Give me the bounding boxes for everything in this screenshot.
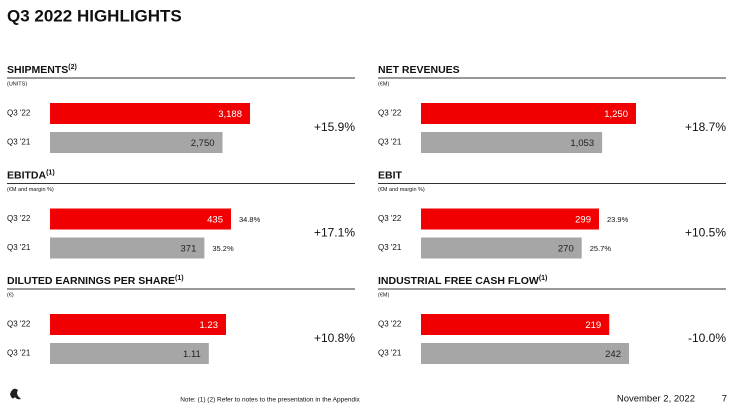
chart-title: DILUTED EARNINGS PER SHARE(1) [7,275,184,287]
value-label: 299 [575,215,591,226]
chart-title: INDUSTRIAL FREE CASH FLOW(1) [378,275,547,287]
value-label: 2,750 [191,138,215,149]
category-label: Q3 '21 [378,138,402,147]
value-label: 1.11 [183,349,201,360]
value-label: 219 [585,320,601,331]
category-label: Q3 '22 [378,109,402,118]
logo [10,388,21,400]
unit-label: (€M and margin %) [7,187,54,193]
title-text: DILUTED EARNINGS PER SHARE [7,275,175,287]
title-note: (2) [68,64,77,71]
margin-label: 34.8% [239,215,261,224]
category-label: Q3 '22 [7,109,31,118]
value-label: 435 [207,215,223,226]
value-label: 3,188 [218,109,242,120]
title-text: INDUSTRIAL FREE CASH FLOW [378,275,539,287]
value-label: 1.23 [200,320,219,331]
category-label: Q3 '21 [7,349,31,358]
category-label: Q3 '21 [7,138,31,147]
bar [421,314,610,335]
category-label: Q3 '21 [378,349,402,358]
bar [50,237,205,259]
title-text: EBITDA [7,169,47,181]
bar [50,103,250,124]
title-text: SHIPMENTS [7,64,68,76]
value-label: 371 [181,244,197,255]
bar [50,343,209,364]
margin-label: 23.9% [607,215,629,224]
unit-label: (€) [7,292,14,298]
category-label: Q3 '22 [7,214,31,223]
bar [50,132,223,153]
category-label: Q3 '22 [7,320,31,329]
change-label: +10.5% [685,226,726,240]
bar [421,208,599,230]
value-label: 242 [605,349,621,360]
chart-title: EBITDA(1) [7,169,55,181]
category-label: Q3 '22 [378,214,402,223]
title-note: (1) [175,275,184,282]
page-number: 7 [722,394,727,405]
category-label: Q3 '21 [378,243,402,252]
title-note: (1) [46,169,55,176]
chart-title: SHIPMENTS(2) [7,64,77,76]
change-label: +10.8% [314,331,355,345]
title-text: EBIT [378,169,403,181]
chart-title: EBIT [378,169,403,181]
unit-label: (UNITS) [7,81,27,87]
value-label: 270 [558,244,574,255]
bar [50,208,231,230]
value-label: 1,053 [570,138,594,149]
title-note: (1) [539,275,548,282]
title-text: NET REVENUES [378,64,460,76]
unit-label: (€M) [378,292,389,298]
slide-title: Q3 2022 HIGHLIGHTS [7,6,182,25]
change-label: +17.1% [314,226,355,240]
value-label: 1,250 [604,109,628,120]
bar [421,343,629,364]
category-label: Q3 '22 [378,320,402,329]
category-label: Q3 '21 [7,243,31,252]
bar [421,132,603,153]
chart-title: NET REVENUES [378,64,460,76]
footer-note: Note: (1) (2) Refer to notes to the pres… [180,397,360,404]
unit-label: (€M) [378,81,389,87]
change-label: +15.9% [314,120,355,134]
bar [50,314,226,335]
margin-label: 25.7% [590,244,612,253]
bar [421,237,582,259]
unit-label: (€M and margin %) [378,187,425,193]
margin-label: 35.2% [212,244,234,253]
change-label: +18.7% [685,120,726,134]
change-label: -10.0% [688,331,726,345]
bar [421,103,636,124]
footer-date: November 2, 2022 [617,394,695,405]
